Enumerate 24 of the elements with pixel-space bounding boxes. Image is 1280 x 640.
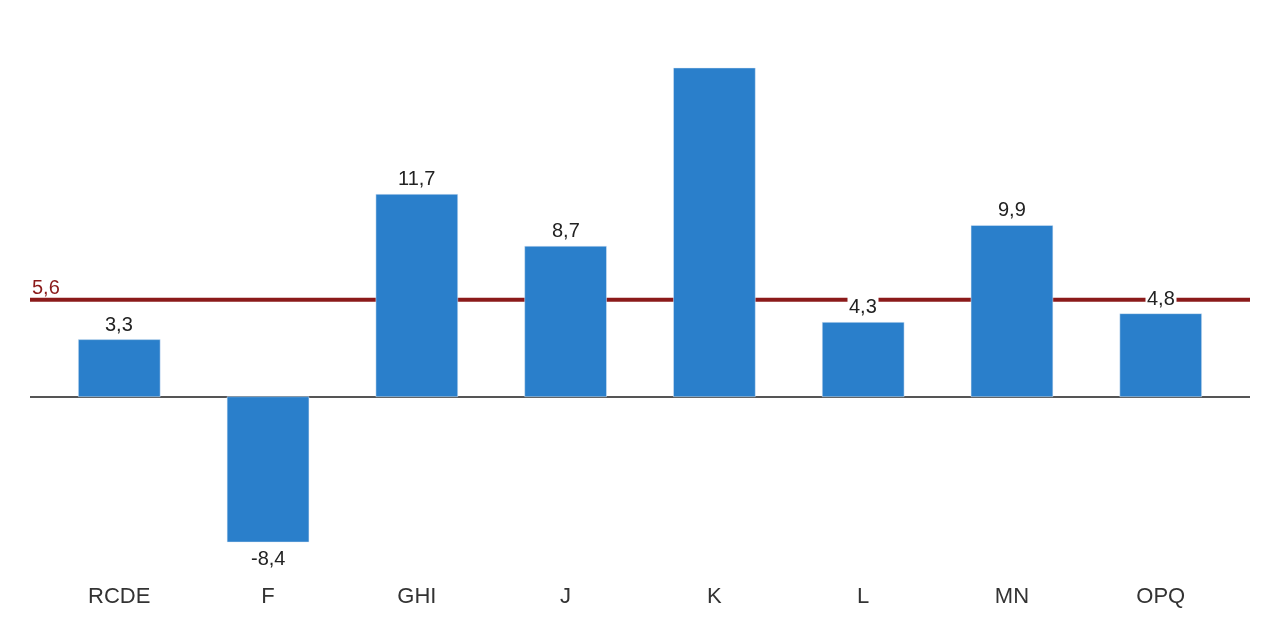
bar: [822, 322, 905, 397]
x-tick-label: RCDE: [88, 583, 151, 608]
data-label: 8,7: [552, 219, 580, 241]
bar: [78, 339, 161, 397]
bar: [1119, 313, 1202, 397]
bar: [970, 225, 1054, 397]
x-tick-label: GHI: [397, 583, 437, 608]
x-tick-label: OPQ: [1136, 583, 1186, 608]
bar: [226, 396, 310, 543]
bar: [673, 67, 756, 397]
data-label: 9,9: [998, 198, 1026, 220]
data-label: -8,4: [251, 547, 286, 569]
data-label: 11,7: [398, 167, 436, 189]
x-tick-label: J: [560, 583, 572, 608]
x-tick-label: K: [707, 583, 723, 608]
bar: [375, 194, 458, 397]
x-tick-label: MN: [994, 583, 1030, 608]
x-tick-label: L: [857, 583, 870, 608]
data-label: 4,3: [849, 295, 877, 317]
data-label: 3,3: [105, 313, 133, 335]
bar: [524, 245, 607, 397]
data-label: 4,8: [1147, 287, 1175, 309]
ref-line-label: 5,6: [32, 276, 60, 298]
x-tick-label: F: [261, 583, 275, 608]
